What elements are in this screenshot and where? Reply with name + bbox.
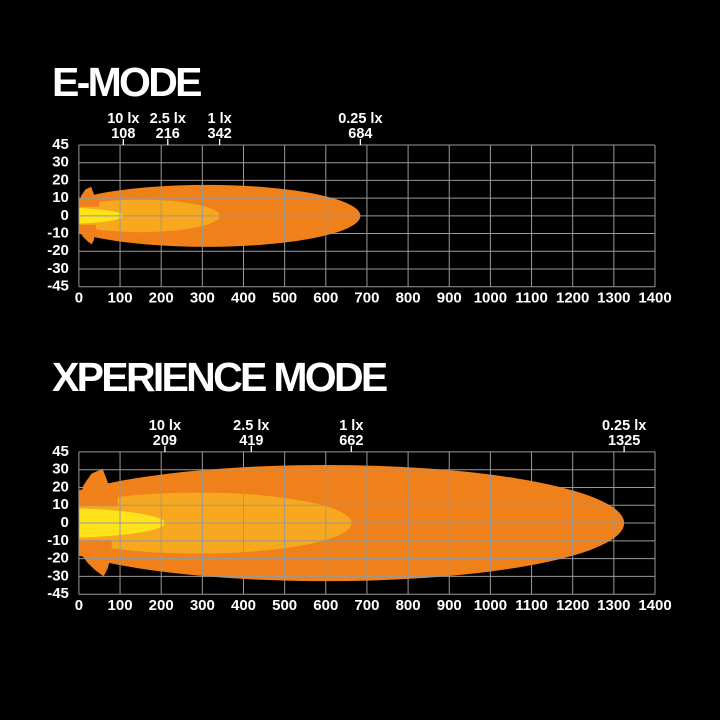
- svg-text:1300: 1300: [597, 290, 630, 307]
- svg-text:900: 900: [437, 290, 462, 307]
- svg-text:700: 700: [354, 290, 379, 307]
- svg-text:10 lx: 10 lx: [107, 111, 139, 127]
- svg-text:419: 419: [239, 433, 263, 449]
- svg-text:800: 800: [396, 597, 421, 614]
- svg-text:1325: 1325: [608, 433, 640, 449]
- svg-text:100: 100: [108, 597, 133, 614]
- svg-text:-30: -30: [47, 260, 69, 277]
- svg-text:108: 108: [111, 126, 135, 142]
- svg-text:1200: 1200: [556, 290, 589, 307]
- svg-text:1200: 1200: [556, 597, 589, 614]
- svg-text:-30: -30: [47, 567, 69, 584]
- svg-text:209: 209: [153, 433, 177, 449]
- svg-text:200: 200: [149, 290, 174, 307]
- svg-text:1 lx: 1 lx: [339, 418, 363, 434]
- svg-text:-20: -20: [47, 550, 69, 567]
- svg-text:500: 500: [272, 290, 297, 307]
- svg-text:1100: 1100: [515, 290, 548, 307]
- svg-text:400: 400: [231, 290, 256, 307]
- svg-text:20: 20: [52, 171, 69, 188]
- svg-text:662: 662: [339, 433, 363, 449]
- svg-text:45: 45: [52, 443, 69, 460]
- svg-text:800: 800: [396, 290, 421, 307]
- svg-text:1400: 1400: [638, 597, 671, 614]
- svg-text:1 lx: 1 lx: [208, 111, 232, 127]
- svg-text:300: 300: [190, 597, 215, 614]
- svg-text:100: 100: [108, 290, 133, 307]
- svg-text:900: 900: [437, 597, 462, 614]
- svg-text:0: 0: [75, 290, 83, 307]
- svg-text:600: 600: [313, 290, 338, 307]
- svg-text:1000: 1000: [474, 290, 507, 307]
- svg-text:30: 30: [52, 154, 69, 171]
- svg-text:-20: -20: [47, 242, 69, 259]
- svg-text:500: 500: [272, 597, 297, 614]
- svg-text:2.5 lx: 2.5 lx: [233, 418, 269, 434]
- svg-text:-45: -45: [47, 585, 69, 602]
- svg-text:342: 342: [208, 126, 232, 142]
- svg-text:700: 700: [354, 597, 379, 614]
- svg-text:20: 20: [52, 478, 69, 495]
- svg-text:2.5 lx: 2.5 lx: [150, 111, 186, 127]
- svg-text:45: 45: [52, 136, 69, 153]
- svg-text:400: 400: [231, 597, 256, 614]
- svg-text:300: 300: [190, 290, 215, 307]
- svg-text:0: 0: [75, 597, 83, 614]
- svg-text:1000: 1000: [474, 597, 507, 614]
- svg-text:0: 0: [61, 514, 69, 531]
- svg-text:1100: 1100: [515, 597, 548, 614]
- svg-text:10: 10: [52, 496, 69, 513]
- svg-text:684: 684: [348, 126, 372, 142]
- svg-text:0.25 lx: 0.25 lx: [338, 111, 382, 127]
- svg-text:10 lx: 10 lx: [149, 418, 181, 434]
- svg-text:216: 216: [156, 126, 180, 142]
- svg-text:1400: 1400: [638, 290, 671, 307]
- svg-text:-10: -10: [47, 225, 69, 242]
- svg-text:200: 200: [149, 597, 174, 614]
- svg-text:0.25 lx: 0.25 lx: [602, 418, 646, 434]
- svg-text:0: 0: [61, 207, 69, 224]
- svg-text:600: 600: [313, 597, 338, 614]
- svg-text:-10: -10: [47, 532, 69, 549]
- svg-text:-45: -45: [47, 278, 69, 295]
- svg-text:10: 10: [52, 189, 69, 206]
- svg-text:1300: 1300: [597, 597, 630, 614]
- svg-text:30: 30: [52, 461, 69, 478]
